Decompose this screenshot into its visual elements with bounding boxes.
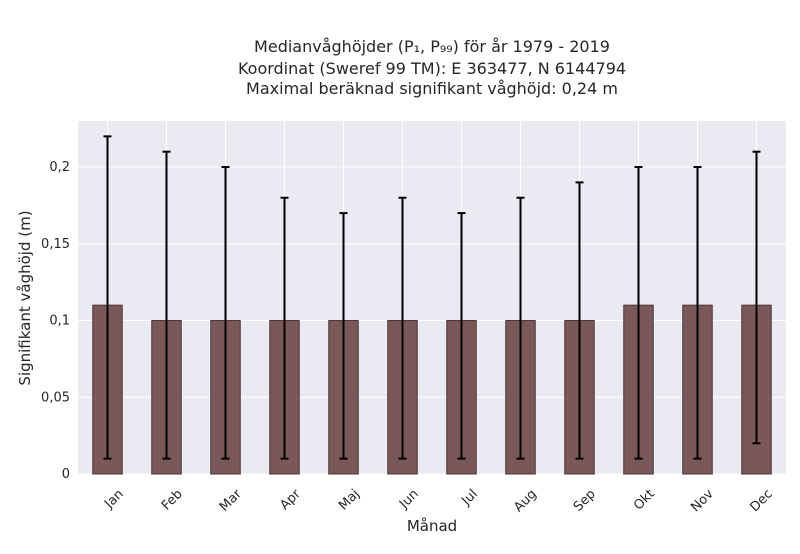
x-axis-ticks: Jan Feb Mar Apr Maj Jun Jul Aug Sep Okt Nov Dec — [101, 486, 775, 515]
y-tick-label: 0 — [62, 467, 70, 482]
title-line-3: Maximal beräknad signifikant våghöjd: 0,… — [246, 79, 618, 98]
title-line-2: Koordinat (Sweref 99 TM): E 363477, N 61… — [238, 59, 626, 78]
plot-area — [78, 121, 786, 474]
x-tick-label: Jan — [101, 487, 126, 512]
y-tick-label: 0,1 — [49, 314, 70, 329]
x-tick-label: Aug — [511, 487, 540, 516]
y-axis-label: Signifikant våghöjd (m) — [16, 210, 34, 385]
x-tick-label: Jun — [396, 487, 422, 513]
x-tick-label: Dec — [747, 487, 775, 515]
x-tick-label: Okt — [631, 487, 658, 514]
x-tick-label: Nov — [688, 486, 717, 515]
y-tick-label: 0,05 — [41, 390, 70, 405]
chart-title: Medianvåghöjder (P₁, P₉₉) för år 1979 - … — [238, 37, 626, 98]
y-tick-label: 0,15 — [41, 237, 70, 252]
y-tick-label: 0,2 — [49, 160, 70, 175]
x-tick-label: Jul — [458, 487, 480, 509]
x-tick-label: Maj — [336, 487, 363, 514]
x-tick-label: Feb — [159, 487, 186, 514]
x-tick-label: Sep — [571, 487, 599, 515]
y-axis-ticks: 0 0,05 0,1 0,15 0,2 — [41, 160, 70, 482]
x-tick-label: Apr — [277, 486, 304, 513]
x-axis-label: Månad — [407, 517, 457, 535]
title-line-1: Medianvåghöjder (P₁, P₉₉) för år 1979 - … — [254, 37, 610, 56]
x-tick-label: Mar — [217, 486, 245, 514]
error-bars — [103, 135, 761, 460]
